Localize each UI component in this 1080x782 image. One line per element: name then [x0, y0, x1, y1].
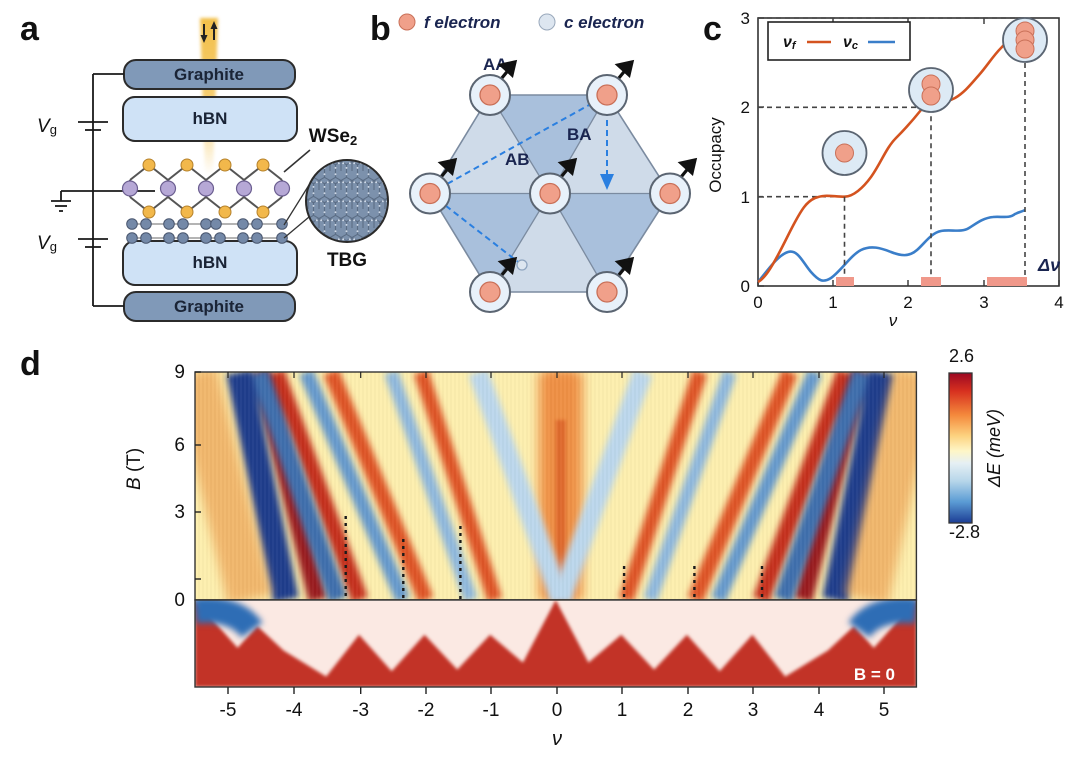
- svg-text:0: 0: [174, 590, 185, 611]
- svg-text:6: 6: [174, 435, 185, 456]
- svg-text:4: 4: [814, 700, 825, 721]
- svg-text:Vg: Vg: [37, 233, 57, 254]
- svg-text:-4: -4: [286, 700, 303, 721]
- svg-text:0: 0: [552, 700, 563, 721]
- svg-text:-3: -3: [352, 700, 369, 721]
- svg-text:4: 4: [1054, 293, 1063, 312]
- svg-text:ν: ν: [889, 311, 898, 330]
- svg-text:c electron: c electron: [564, 13, 644, 32]
- svg-text:Δν: Δν: [1037, 255, 1060, 275]
- svg-text:3: 3: [748, 700, 759, 721]
- svg-text:B = 0: B = 0: [854, 665, 895, 684]
- svg-text:2: 2: [741, 98, 750, 117]
- svg-text:3: 3: [979, 293, 988, 312]
- svg-text:2.6: 2.6: [949, 346, 974, 366]
- svg-text:3: 3: [174, 502, 185, 523]
- svg-text:B (T): B (T): [124, 448, 145, 490]
- svg-text:hBN: hBN: [193, 109, 228, 128]
- svg-text:TBG: TBG: [327, 250, 367, 271]
- svg-text:Graphite: Graphite: [174, 297, 244, 316]
- svg-text:2: 2: [683, 700, 694, 721]
- svg-text:ΔE (meV): ΔE (meV): [984, 409, 1004, 488]
- svg-text:f electron: f electron: [424, 13, 501, 32]
- svg-text:-1: -1: [483, 700, 500, 721]
- svg-text:1: 1: [617, 700, 628, 721]
- svg-text:3: 3: [741, 9, 750, 28]
- svg-text:-2: -2: [418, 700, 435, 721]
- svg-text:Occupacy: Occupacy: [706, 117, 725, 193]
- svg-text:WSe2: WSe2: [309, 126, 357, 148]
- svg-text:ν: ν: [552, 728, 562, 750]
- svg-text:1: 1: [741, 188, 750, 207]
- svg-text:1: 1: [828, 293, 837, 312]
- svg-text:0: 0: [753, 293, 762, 312]
- svg-text:5: 5: [879, 700, 890, 721]
- svg-text:2: 2: [903, 293, 912, 312]
- svg-text:-5: -5: [220, 700, 237, 721]
- svg-text:BA: BA: [567, 125, 592, 144]
- svg-text:Graphite: Graphite: [174, 65, 244, 84]
- svg-text:0: 0: [741, 277, 750, 296]
- svg-text:Vg: Vg: [37, 116, 57, 137]
- svg-text:hBN: hBN: [193, 253, 228, 272]
- svg-text:-2.8: -2.8: [949, 522, 980, 542]
- svg-text:9: 9: [174, 362, 185, 383]
- svg-text:AB: AB: [505, 150, 530, 169]
